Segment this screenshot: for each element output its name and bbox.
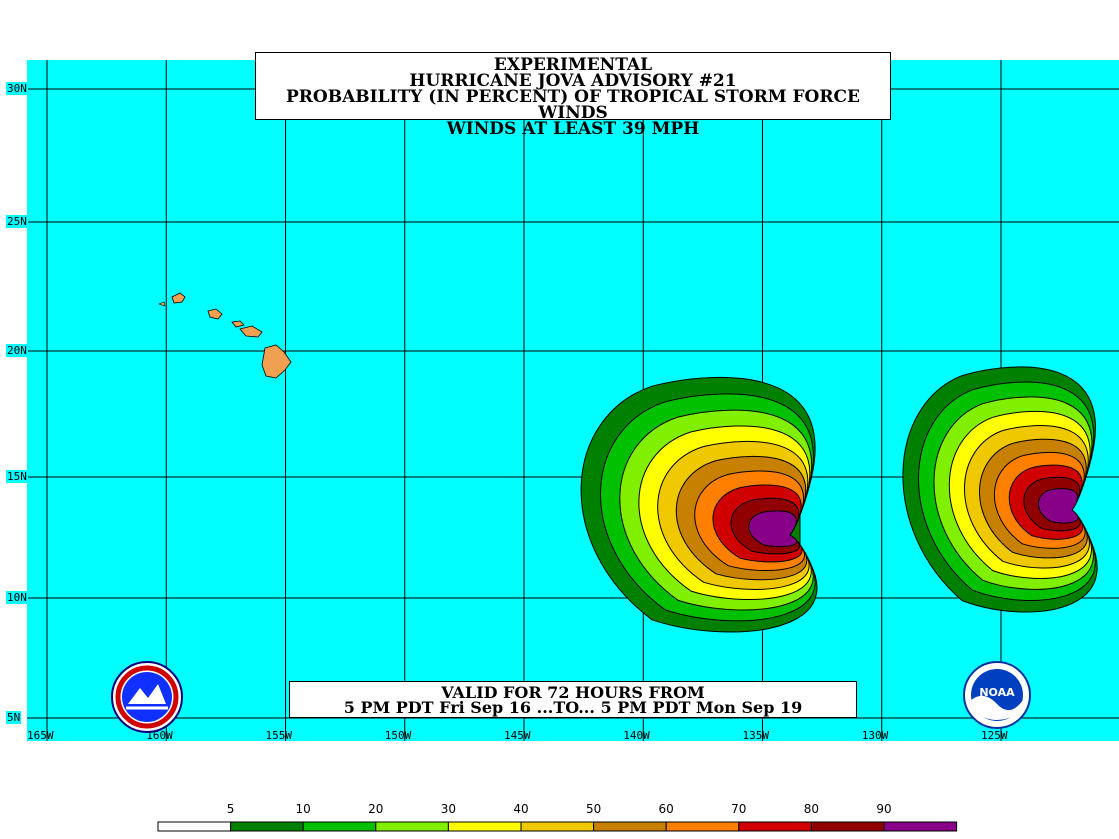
longitude-label: 165W bbox=[27, 729, 54, 742]
probability-plumes bbox=[580, 366, 1098, 633]
latitude-label: 5N bbox=[6, 711, 22, 724]
longitude-label: 155W bbox=[265, 729, 293, 742]
legend-label: 40 bbox=[513, 802, 529, 816]
hawaiian-islands bbox=[158, 292, 292, 379]
legend-label: 80 bbox=[803, 802, 820, 816]
valid-line-2: 5 PM PDT Fri Sep 16 ...TO... 5 PM PDT Mo… bbox=[343, 698, 803, 717]
title-line-4: WINDS AT LEAST 39 MPH bbox=[446, 119, 700, 139]
legend-label: 5 bbox=[226, 802, 235, 816]
island-shape bbox=[239, 325, 263, 338]
plume-east bbox=[902, 366, 1098, 613]
longitude-label: 135W bbox=[742, 729, 770, 742]
island-shape bbox=[207, 308, 223, 320]
legend-swatch bbox=[447, 821, 522, 832]
legend-swatch bbox=[157, 821, 232, 832]
legend-swatch bbox=[665, 821, 740, 832]
island-shape bbox=[231, 320, 245, 328]
svg-text:NOAA: NOAA bbox=[979, 686, 1015, 699]
legend-label: 50 bbox=[585, 802, 602, 816]
legend-swatch bbox=[593, 821, 667, 832]
legend-swatch bbox=[738, 821, 812, 832]
latitude-label: 20N bbox=[6, 344, 28, 357]
title-line-2: HURRICANE JOVA ADVISORY #21 bbox=[409, 71, 737, 91]
legend-label: 90 bbox=[876, 802, 892, 816]
probability-contour bbox=[1037, 488, 1079, 524]
plume-west bbox=[580, 376, 818, 633]
legend-swatch bbox=[302, 821, 377, 832]
nws-logo-icon bbox=[111, 661, 183, 733]
legend-label: 30 bbox=[440, 802, 457, 816]
title-line-1: EXPERIMENTAL bbox=[493, 55, 653, 75]
longitude-label: 130W bbox=[861, 729, 889, 742]
latitude-label: 25N bbox=[6, 215, 28, 228]
island-shape bbox=[261, 344, 292, 379]
legend-swatch bbox=[520, 821, 595, 832]
title-line-3: PROBABILITY (IN PERCENT) OF TROPICAL STO… bbox=[286, 87, 860, 123]
legend-swatch bbox=[375, 821, 449, 832]
longitude-label: 140W bbox=[623, 729, 650, 742]
probability-contour bbox=[748, 510, 798, 548]
legend-label: 70 bbox=[731, 802, 747, 816]
latitude-label: 15N bbox=[6, 470, 28, 483]
legend-swatch bbox=[230, 821, 304, 832]
title-box: EXPERIMENTAL HURRICANE JOVA ADVISORY #21… bbox=[255, 52, 891, 138]
valid-line-1: VALID FOR 72 HOURS FROM bbox=[441, 683, 705, 702]
legend-label: 20 bbox=[368, 802, 384, 816]
legend-bar bbox=[157, 821, 958, 832]
longitude-label: 125W bbox=[981, 729, 1008, 742]
legend-swatch bbox=[883, 821, 958, 832]
latitude-label: 30N bbox=[6, 82, 28, 95]
legend-swatch bbox=[810, 821, 885, 832]
valid-period-box: VALID FOR 72 HOURS FROM 5 PM PDT Fri Sep… bbox=[289, 681, 857, 718]
island-shape bbox=[171, 292, 186, 304]
legend-label: 60 bbox=[658, 802, 674, 816]
noaa-logo-icon: NOAA bbox=[963, 661, 1031, 729]
island-shape bbox=[158, 301, 166, 307]
longitude-label: 150W bbox=[384, 729, 412, 742]
latitude-label: 10N bbox=[6, 591, 28, 604]
legend-label: 10 bbox=[295, 802, 311, 816]
longitude-label: 145W bbox=[504, 729, 531, 742]
